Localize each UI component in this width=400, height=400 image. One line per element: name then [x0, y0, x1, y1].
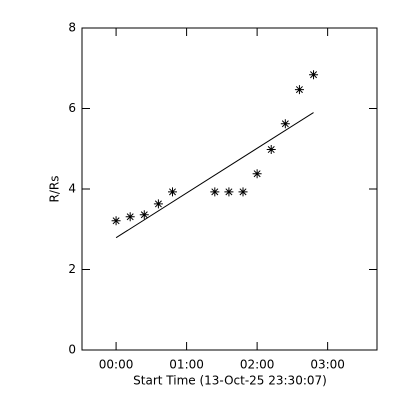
- x-tick-label: 01:00: [169, 358, 204, 372]
- asterisk-marker: [167, 187, 177, 197]
- x-tick-label: 00:00: [99, 358, 134, 372]
- y-tick-label: 4: [68, 182, 76, 196]
- asterisk-marker: [309, 70, 319, 80]
- asterisk-marker: [294, 85, 304, 95]
- asterisk-marker: [266, 145, 276, 155]
- y-tick-label: 6: [68, 101, 76, 115]
- asterisk-marker: [139, 210, 149, 220]
- asterisk-marker: [224, 187, 234, 197]
- x-tick-label: 02:00: [240, 358, 275, 372]
- asterisk-marker: [238, 187, 248, 197]
- asterisk-marker: [125, 212, 135, 222]
- fit-line: [115, 112, 314, 239]
- y-tick-label: 2: [68, 262, 76, 276]
- plot-frame: [81, 27, 378, 351]
- y-tick-label: 0: [68, 343, 76, 357]
- asterisk-marker: [111, 216, 121, 226]
- asterisk-marker: [252, 169, 262, 179]
- x-axis-label: Start Time (13-Oct-25 23:30:07): [133, 374, 327, 388]
- asterisk-marker: [210, 187, 220, 197]
- asterisk-marker: [280, 119, 290, 129]
- y-axis-label: R/Rs: [48, 176, 62, 203]
- y-tick-label: 8: [68, 21, 76, 35]
- x-tick-label: 03:00: [310, 358, 345, 372]
- asterisk-marker: [153, 199, 163, 209]
